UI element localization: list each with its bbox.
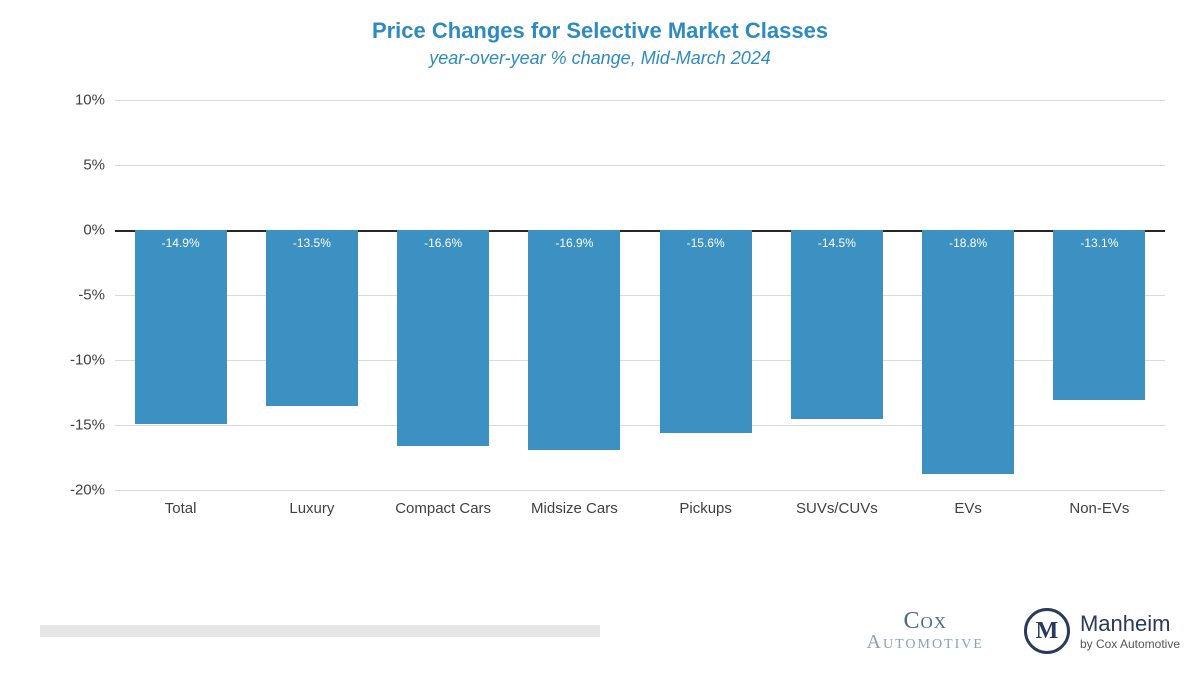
manheim-logo-line1: Manheim [1080,611,1180,637]
cox-logo-line1: Cox [867,610,984,633]
chart-title: Price Changes for Selective Market Class… [0,18,1200,44]
y-axis-label: 5% [83,157,115,174]
bar: -14.5% [791,230,883,419]
bar-value-label: -13.1% [1053,236,1145,250]
x-axis-label: EVs [954,490,982,517]
bar-value-label: -16.6% [397,236,489,250]
y-axis-label: -5% [78,287,115,304]
cox-logo-line2: Automotive [867,633,984,652]
y-axis-label: 0% [83,222,115,239]
footer: Cox Automotive M Manheim by Cox Automoti… [40,606,1180,656]
bar: -16.9% [528,230,620,450]
x-axis-label: Midsize Cars [531,490,618,517]
bar: -16.6% [397,230,489,446]
bar-value-label: -18.8% [922,236,1014,250]
bar-value-label: -14.9% [135,236,227,250]
x-axis-label: Pickups [679,490,732,517]
bar-value-label: -16.9% [528,236,620,250]
bar: -13.1% [1053,230,1145,400]
footer-decorative-bar [40,625,600,637]
bar: -18.8% [922,230,1014,474]
bar-value-label: -15.6% [660,236,752,250]
x-axis-label: Luxury [289,490,334,517]
x-axis-label: Non-EVs [1069,490,1129,517]
y-axis-label: -20% [70,482,115,499]
chart-container: Price Changes for Selective Market Class… [0,0,1200,674]
y-axis-label: 10% [75,92,115,109]
manheim-logo: M Manheim by Cox Automotive [1024,608,1180,654]
bar: -14.9% [135,230,227,424]
plot-area: 10%5%0%-5%-10%-15%-20%-14.9%Total-13.5%L… [115,100,1165,490]
bar: -13.5% [266,230,358,406]
manheim-logo-line2: by Cox Automotive [1080,637,1180,651]
x-axis-label: SUVs/CUVs [796,490,878,517]
title-block: Price Changes for Selective Market Class… [0,18,1200,69]
cox-automotive-logo: Cox Automotive [867,610,984,652]
bar-value-label: -13.5% [266,236,358,250]
x-axis-label: Compact Cars [395,490,491,517]
bar-value-label: -14.5% [791,236,883,250]
x-axis-label: Total [165,490,197,517]
gridline [115,490,1165,491]
manheim-logo-icon: M [1024,608,1070,654]
gridline [115,165,1165,166]
chart-subtitle: year-over-year % change, Mid-March 2024 [0,48,1200,69]
gridline [115,100,1165,101]
y-axis-label: -10% [70,352,115,369]
y-axis-label: -15% [70,417,115,434]
bar: -15.6% [660,230,752,433]
